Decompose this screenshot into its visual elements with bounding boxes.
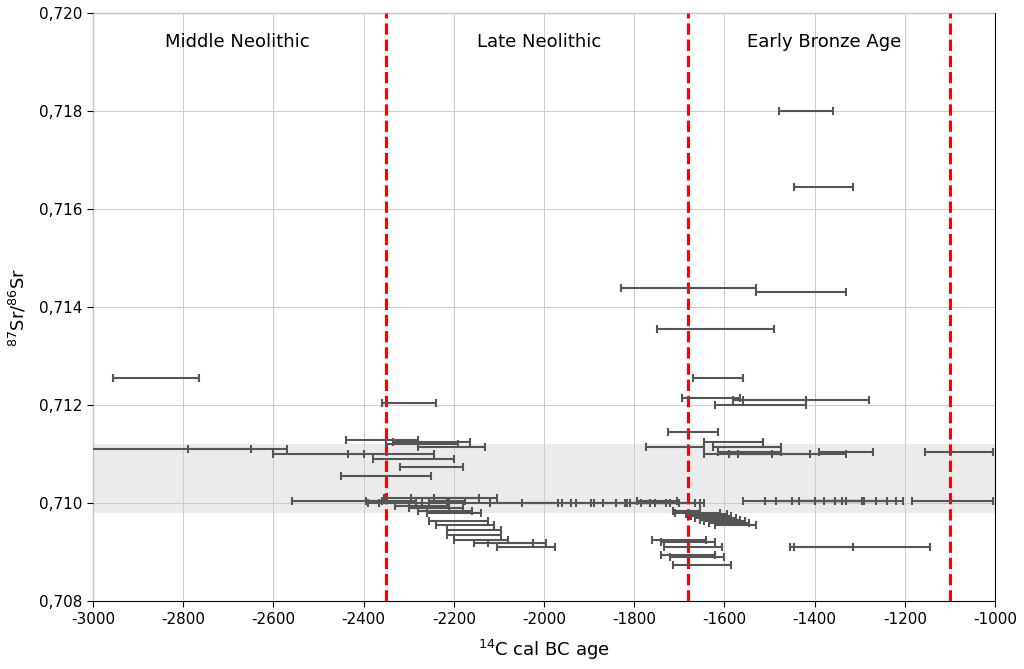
- Text: Middle Neolithic: Middle Neolithic: [165, 33, 309, 51]
- Text: Early Bronze Age: Early Bronze Age: [746, 33, 901, 51]
- X-axis label: $^{14}$C cal BC age: $^{14}$C cal BC age: [478, 638, 610, 662]
- Y-axis label: $^{87}$Sr/$^{86}$Sr: $^{87}$Sr/$^{86}$Sr: [7, 268, 28, 347]
- Bar: [93, 444, 995, 513]
- Text: Late Neolithic: Late Neolithic: [477, 33, 602, 51]
